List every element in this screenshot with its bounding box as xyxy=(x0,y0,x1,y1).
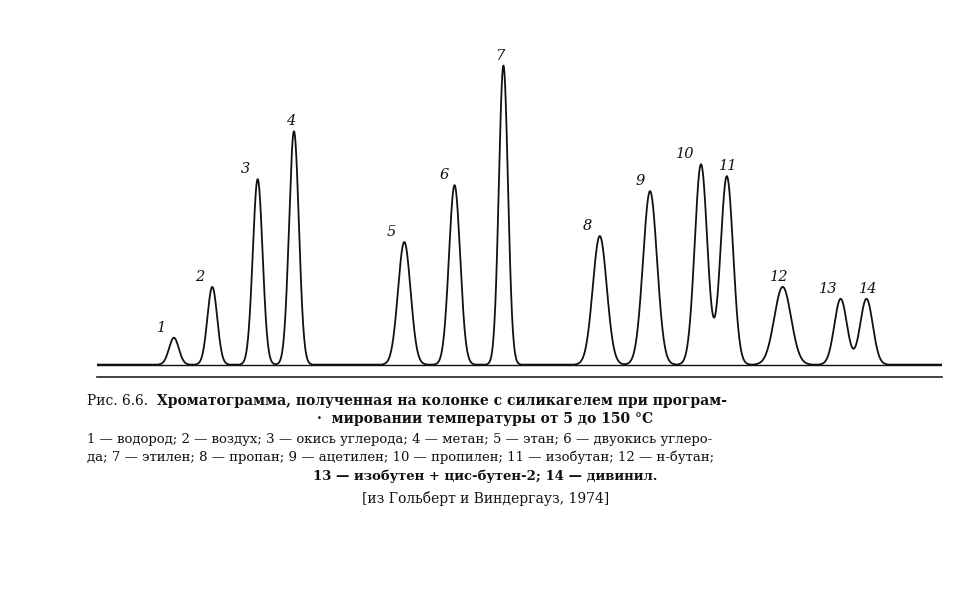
Text: Рис. 6.6.: Рис. 6.6. xyxy=(87,394,149,409)
Text: да; 7 — этилен; 8 — пропан; 9 — ацетилен; 10 — пропилен; 11 — изобутан; 12 — н-б: да; 7 — этилен; 8 — пропан; 9 — ацетилен… xyxy=(87,451,715,464)
Text: [из Гольберт и Виндергауз, 1974]: [из Гольберт и Виндергауз, 1974] xyxy=(362,491,609,506)
Text: 11: 11 xyxy=(719,159,738,173)
Text: 2: 2 xyxy=(195,270,204,284)
Text: 3: 3 xyxy=(241,162,250,176)
Text: 1: 1 xyxy=(156,321,166,334)
Text: 14: 14 xyxy=(858,282,877,296)
Text: 4: 4 xyxy=(285,114,295,128)
Text: 8: 8 xyxy=(583,219,592,233)
Text: 7: 7 xyxy=(495,49,505,62)
Text: Хроматограмма, полученная на колонке с силикагелем при програм-: Хроматограмма, полученная на колонке с с… xyxy=(157,394,727,409)
Text: 1 — водород; 2 — воздух; 3 — окись углерода; 4 — метан; 5 — этан; 6 — двуокись у: 1 — водород; 2 — воздух; 3 — окись углер… xyxy=(87,433,713,446)
Text: 12: 12 xyxy=(770,270,788,284)
Text: 9: 9 xyxy=(636,174,645,188)
Text: 13 — изобутен + цис-бутен-2; 14 — дивинил.: 13 — изобутен + цис-бутен-2; 14 — дивини… xyxy=(314,470,657,483)
Text: 13: 13 xyxy=(819,282,837,296)
Text: 10: 10 xyxy=(677,147,695,161)
Text: 6: 6 xyxy=(440,168,449,182)
Text: ·  мировании температуры от 5 до 150 °C: · мировании температуры от 5 до 150 °C xyxy=(318,412,653,426)
Text: 5: 5 xyxy=(387,225,396,239)
